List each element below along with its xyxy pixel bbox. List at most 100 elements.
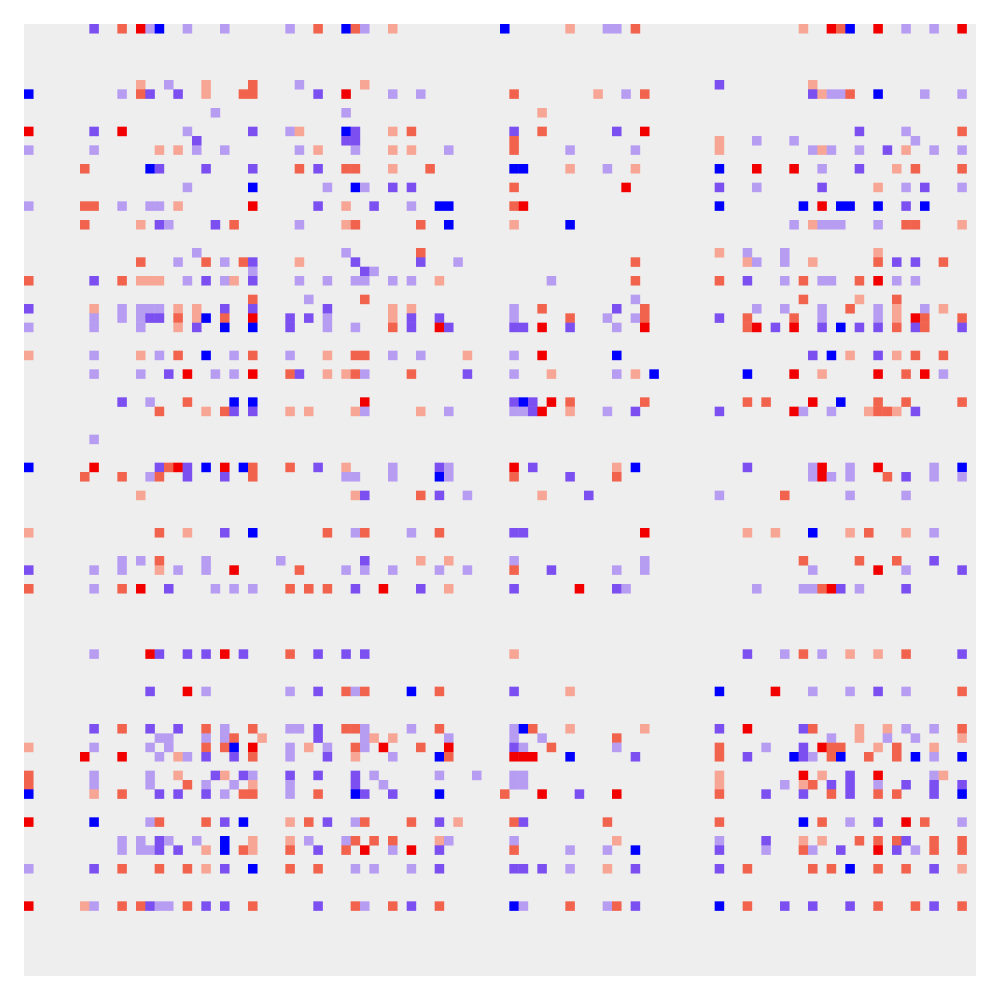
heatmap-cell xyxy=(406,724,417,734)
heatmap-cell xyxy=(836,24,846,34)
heatmap-cell xyxy=(406,864,417,874)
heatmap-cell xyxy=(154,472,165,482)
heatmap-cell xyxy=(201,724,211,734)
heatmap-cell xyxy=(789,406,799,417)
heatmap-cell xyxy=(892,556,902,566)
heatmap-cell xyxy=(929,752,939,762)
heatmap-cell xyxy=(798,584,809,594)
heatmap-cell xyxy=(714,80,725,90)
heatmap-cell xyxy=(798,817,809,827)
heatmap-cell xyxy=(434,322,445,333)
heatmap-cell xyxy=(360,294,370,305)
heatmap-cell xyxy=(742,752,753,762)
heatmap-cell xyxy=(714,770,725,781)
heatmap-cell xyxy=(154,462,165,473)
heatmap-cell xyxy=(742,528,753,538)
heatmap-cell xyxy=(854,322,865,333)
heatmap-cell xyxy=(509,369,519,379)
heatmap-cell xyxy=(826,864,837,874)
heatmap-cell xyxy=(220,864,230,874)
heatmap-cell xyxy=(770,322,781,333)
heatmap-cell xyxy=(285,350,295,361)
heatmap-cell xyxy=(406,304,417,314)
heatmap-cell xyxy=(406,126,417,137)
heatmap-cell xyxy=(817,817,827,827)
heatmap-cell xyxy=(957,686,967,697)
heatmap-cell xyxy=(780,780,790,790)
heatmap-cell xyxy=(304,313,314,323)
heatmap-cell xyxy=(462,350,473,361)
heatmap-cell xyxy=(854,294,865,305)
heatmap-cell xyxy=(350,490,361,501)
heatmap-cell xyxy=(182,649,193,659)
heatmap-cell xyxy=(285,313,295,323)
heatmap-cell xyxy=(509,780,519,790)
heatmap-cell xyxy=(444,556,454,566)
heatmap-cell xyxy=(294,220,305,230)
heatmap-cell xyxy=(145,742,155,753)
heatmap-cell xyxy=(313,845,323,855)
heatmap-cell xyxy=(89,126,99,137)
heatmap-cell xyxy=(808,724,818,734)
heatmap-cell xyxy=(229,584,239,594)
heatmap-cell xyxy=(369,836,379,846)
heatmap-cell xyxy=(229,276,239,286)
heatmap-cell xyxy=(901,864,911,874)
heatmap-cell xyxy=(406,845,417,855)
heatmap-cell xyxy=(630,164,641,174)
heatmap-cell xyxy=(518,864,529,874)
heatmap-cell xyxy=(957,472,967,482)
heatmap-cell xyxy=(836,752,846,762)
heatmap-cell xyxy=(798,845,809,855)
heatmap-cell xyxy=(929,845,939,855)
heatmap-cell xyxy=(388,901,398,911)
heatmap-cell xyxy=(565,472,575,482)
heatmap-cell xyxy=(164,584,174,594)
heatmap-cell xyxy=(350,136,361,146)
heatmap-cell xyxy=(220,145,230,155)
heatmap-cell xyxy=(640,556,650,566)
heatmap-cell xyxy=(892,322,902,333)
heatmap-cell xyxy=(612,462,622,473)
heatmap-cell xyxy=(285,864,295,874)
heatmap-cell xyxy=(565,397,575,407)
heatmap-cell xyxy=(369,864,379,874)
heatmap-cell xyxy=(565,322,575,333)
heatmap-cell xyxy=(444,406,454,417)
heatmap-cell xyxy=(350,350,361,361)
heatmap-cell xyxy=(89,817,99,827)
heatmap-cell xyxy=(145,686,155,697)
heatmap-cell xyxy=(416,742,426,753)
heatmap-cell xyxy=(873,24,883,34)
heatmap-cell xyxy=(322,528,333,538)
heatmap-cell xyxy=(444,145,454,155)
heatmap-cell xyxy=(434,845,445,855)
heatmap-cell xyxy=(602,406,613,417)
heatmap-cell xyxy=(910,733,921,743)
heatmap-cell xyxy=(117,24,127,34)
heatmap-cell xyxy=(360,397,370,407)
heatmap-cell xyxy=(649,369,659,379)
heatmap-cell xyxy=(145,89,155,99)
heatmap-cell xyxy=(285,724,295,734)
heatmap-cell xyxy=(248,528,258,538)
heatmap-cell xyxy=(220,742,230,753)
heatmap-cell xyxy=(313,686,323,697)
heatmap-cell xyxy=(640,304,650,314)
heatmap-cell xyxy=(957,322,967,333)
heatmap-cell xyxy=(873,89,883,99)
heatmap-cell xyxy=(117,304,127,314)
heatmap-cell xyxy=(509,350,519,361)
heatmap-cell xyxy=(714,145,725,155)
heatmap-cell xyxy=(854,836,865,846)
heatmap-cell xyxy=(201,864,211,874)
heatmap-cell xyxy=(817,276,827,286)
heatmap-cell xyxy=(957,145,967,155)
heatmap-cell xyxy=(957,182,967,193)
heatmap-cell xyxy=(845,350,855,361)
heatmap-cell xyxy=(854,724,865,734)
heatmap-cell xyxy=(920,313,930,323)
heatmap-cell xyxy=(808,901,818,911)
heatmap-cell xyxy=(742,276,753,286)
heatmap-cell xyxy=(873,397,883,407)
